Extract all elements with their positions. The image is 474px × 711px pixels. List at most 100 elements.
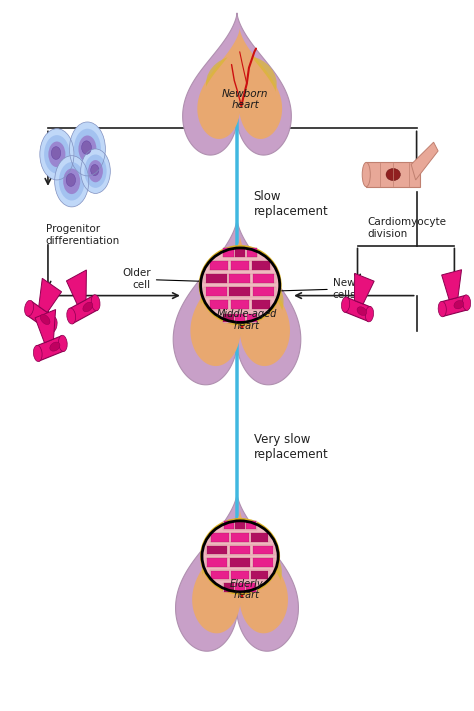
- Polygon shape: [207, 546, 227, 554]
- Ellipse shape: [51, 146, 61, 159]
- Polygon shape: [251, 571, 268, 579]
- Polygon shape: [197, 28, 282, 139]
- Circle shape: [40, 129, 74, 180]
- Ellipse shape: [365, 306, 374, 322]
- Ellipse shape: [91, 294, 100, 311]
- Polygon shape: [69, 295, 97, 324]
- Polygon shape: [223, 313, 257, 323]
- Circle shape: [44, 135, 70, 173]
- Polygon shape: [201, 33, 279, 136]
- Text: Progenitor
differentiation: Progenitor differentiation: [46, 224, 120, 246]
- Polygon shape: [191, 237, 290, 366]
- Polygon shape: [235, 314, 245, 322]
- Polygon shape: [211, 571, 229, 579]
- Polygon shape: [231, 261, 249, 270]
- Circle shape: [48, 141, 65, 167]
- Polygon shape: [210, 533, 270, 542]
- Polygon shape: [231, 301, 249, 309]
- FancyBboxPatch shape: [241, 291, 262, 324]
- Polygon shape: [231, 571, 248, 579]
- Polygon shape: [246, 314, 256, 322]
- Ellipse shape: [202, 540, 282, 604]
- Ellipse shape: [50, 342, 60, 351]
- Circle shape: [78, 136, 96, 162]
- Polygon shape: [206, 558, 274, 567]
- Polygon shape: [66, 270, 86, 304]
- Polygon shape: [206, 287, 227, 296]
- Polygon shape: [246, 521, 256, 529]
- Polygon shape: [192, 510, 288, 634]
- Ellipse shape: [91, 164, 99, 176]
- Polygon shape: [230, 558, 250, 567]
- Ellipse shape: [83, 302, 93, 311]
- Polygon shape: [194, 242, 286, 362]
- Polygon shape: [223, 520, 257, 530]
- Ellipse shape: [206, 55, 277, 112]
- Polygon shape: [224, 584, 234, 592]
- Polygon shape: [196, 515, 284, 629]
- Ellipse shape: [357, 306, 367, 316]
- Polygon shape: [344, 297, 371, 321]
- Polygon shape: [355, 273, 374, 304]
- Ellipse shape: [454, 301, 464, 309]
- Polygon shape: [231, 533, 248, 542]
- Polygon shape: [223, 314, 234, 322]
- Polygon shape: [210, 301, 228, 309]
- Polygon shape: [173, 219, 301, 385]
- Polygon shape: [235, 521, 245, 529]
- Circle shape: [84, 154, 107, 188]
- Ellipse shape: [202, 521, 278, 592]
- Text: Very slow
replacement: Very slow replacement: [254, 434, 328, 461]
- Polygon shape: [229, 274, 250, 283]
- Polygon shape: [223, 583, 257, 592]
- Ellipse shape: [48, 317, 57, 333]
- Ellipse shape: [463, 295, 471, 310]
- Polygon shape: [253, 287, 274, 296]
- Ellipse shape: [438, 301, 447, 317]
- Ellipse shape: [199, 245, 282, 325]
- Ellipse shape: [67, 308, 75, 324]
- Circle shape: [74, 129, 101, 169]
- Circle shape: [70, 122, 105, 176]
- FancyBboxPatch shape: [241, 561, 261, 593]
- Text: Cardiomyocyte
division: Cardiomyocyte division: [367, 217, 446, 239]
- Ellipse shape: [362, 162, 370, 187]
- Polygon shape: [223, 247, 257, 257]
- Polygon shape: [210, 261, 228, 270]
- Polygon shape: [366, 162, 420, 187]
- Polygon shape: [230, 546, 250, 554]
- Polygon shape: [175, 493, 299, 651]
- Circle shape: [81, 149, 110, 193]
- Text: Slow
replacement: Slow replacement: [254, 190, 328, 218]
- Text: Middle-aged
heart: Middle-aged heart: [217, 309, 277, 331]
- Polygon shape: [210, 300, 271, 310]
- Polygon shape: [251, 533, 268, 542]
- Ellipse shape: [58, 336, 67, 351]
- Ellipse shape: [201, 268, 283, 335]
- Ellipse shape: [341, 297, 350, 312]
- Polygon shape: [207, 558, 227, 567]
- Ellipse shape: [66, 173, 75, 186]
- Circle shape: [55, 156, 89, 207]
- Ellipse shape: [201, 248, 280, 322]
- Polygon shape: [210, 570, 270, 579]
- Polygon shape: [27, 301, 55, 332]
- Polygon shape: [35, 309, 55, 343]
- Circle shape: [88, 160, 103, 182]
- Polygon shape: [206, 545, 274, 555]
- Polygon shape: [210, 261, 271, 270]
- Polygon shape: [224, 521, 234, 529]
- Polygon shape: [253, 274, 274, 283]
- Polygon shape: [36, 336, 64, 361]
- Polygon shape: [204, 287, 276, 296]
- Polygon shape: [235, 584, 245, 592]
- Polygon shape: [252, 261, 270, 270]
- Polygon shape: [182, 13, 292, 155]
- Text: Newborn
heart: Newborn heart: [222, 89, 268, 110]
- Polygon shape: [442, 269, 462, 300]
- Polygon shape: [39, 278, 62, 312]
- Text: Older
cell: Older cell: [122, 269, 204, 290]
- Polygon shape: [246, 584, 256, 592]
- Text: Elderly
heart: Elderly heart: [229, 579, 263, 601]
- Polygon shape: [411, 142, 438, 180]
